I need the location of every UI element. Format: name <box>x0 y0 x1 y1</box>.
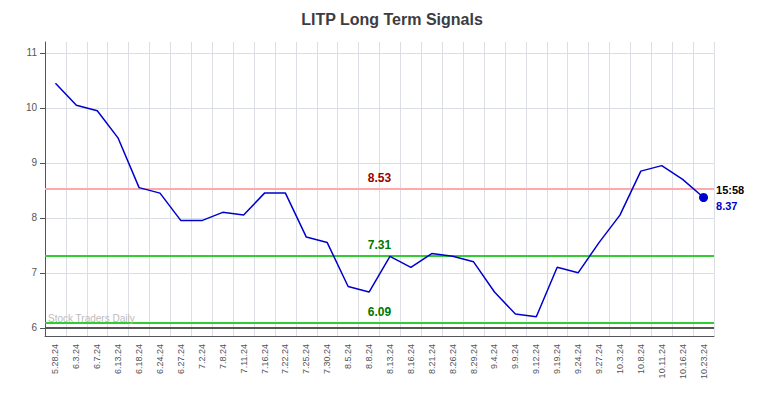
svg-text:10.3.24: 10.3.24 <box>615 344 625 374</box>
svg-text:10.23.24: 10.23.24 <box>699 344 709 379</box>
svg-text:8.21.24: 8.21.24 <box>427 344 437 374</box>
svg-text:LITP Long Term Signals: LITP Long Term Signals <box>301 11 483 28</box>
svg-text:6.24.24: 6.24.24 <box>155 344 165 374</box>
svg-text:8.37: 8.37 <box>716 200 737 212</box>
svg-text:7.16.24: 7.16.24 <box>260 344 270 374</box>
svg-text:10.16.24: 10.16.24 <box>678 344 688 379</box>
svg-text:8.26.24: 8.26.24 <box>448 344 458 374</box>
svg-text:10.8.24: 10.8.24 <box>636 344 646 374</box>
svg-text:7.22.24: 7.22.24 <box>280 344 290 374</box>
svg-text:9.12.24: 9.12.24 <box>531 344 541 374</box>
svg-text:9.27.24: 9.27.24 <box>594 344 604 374</box>
svg-text:7.2.24: 7.2.24 <box>197 344 207 369</box>
svg-text:6.7.24: 6.7.24 <box>92 344 102 369</box>
svg-text:7.30.24: 7.30.24 <box>322 344 332 374</box>
svg-text:8.13.24: 8.13.24 <box>385 344 395 374</box>
svg-text:8: 8 <box>31 212 37 223</box>
svg-text:7.31: 7.31 <box>368 238 392 252</box>
svg-text:6.18.24: 6.18.24 <box>134 344 144 374</box>
svg-text:5.28.24: 5.28.24 <box>50 344 60 374</box>
svg-text:Stock Traders Daily: Stock Traders Daily <box>48 313 135 324</box>
svg-text:6.09: 6.09 <box>368 305 392 319</box>
svg-text:6.13.24: 6.13.24 <box>113 344 123 374</box>
svg-text:8.5.24: 8.5.24 <box>343 344 353 369</box>
svg-text:7: 7 <box>31 267 37 278</box>
svg-text:6.3.24: 6.3.24 <box>71 344 81 369</box>
svg-text:8.53: 8.53 <box>368 171 392 185</box>
svg-text:7.8.24: 7.8.24 <box>218 344 228 369</box>
svg-text:10.11.24: 10.11.24 <box>657 344 667 378</box>
svg-text:7.25.24: 7.25.24 <box>301 344 311 374</box>
svg-text:9.24.24: 9.24.24 <box>573 344 583 374</box>
svg-text:9.9.24: 9.9.24 <box>510 344 520 369</box>
svg-text:7.11.24: 7.11.24 <box>239 344 249 373</box>
svg-text:6.27.24: 6.27.24 <box>176 344 186 374</box>
svg-text:9: 9 <box>31 157 37 168</box>
svg-text:11: 11 <box>27 47 38 58</box>
svg-text:8.29.24: 8.29.24 <box>469 344 479 374</box>
svg-text:8.16.24: 8.16.24 <box>406 344 416 374</box>
svg-text:6: 6 <box>31 322 37 333</box>
svg-text:9.19.24: 9.19.24 <box>552 344 562 374</box>
svg-text:8.8.24: 8.8.24 <box>364 344 374 369</box>
svg-text:9.4.24: 9.4.24 <box>489 344 499 369</box>
svg-text:15:58: 15:58 <box>716 184 744 196</box>
svg-text:10: 10 <box>26 102 38 113</box>
